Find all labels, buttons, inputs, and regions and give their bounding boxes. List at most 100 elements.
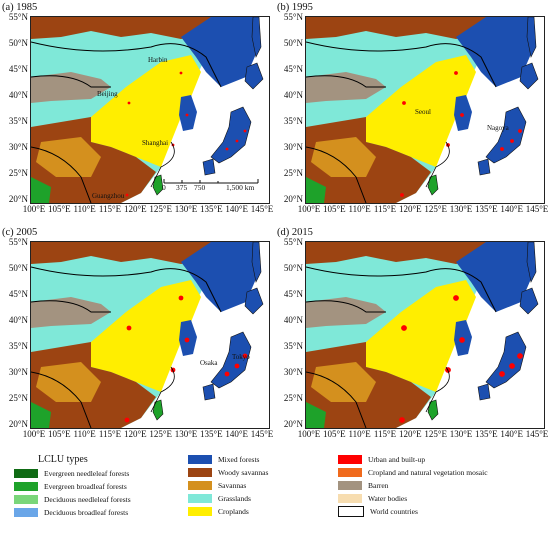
sakhalin — [526, 242, 537, 283]
lon-tick-label: 115°E — [373, 204, 397, 214]
lat-tick-label: 35°N — [8, 116, 28, 126]
legend-item: Grasslands — [188, 493, 251, 504]
city-label-nagoya: Nagoya — [487, 124, 509, 132]
korea-forest — [179, 95, 197, 131]
urban-area — [184, 337, 190, 343]
city-label-shanghai: Shanghai — [142, 139, 169, 147]
lat-tick-label: 40°N — [8, 315, 28, 325]
city-label-beijing: Beijing — [97, 90, 118, 98]
lat-tick-label: 45°N — [8, 64, 28, 74]
legend-label: Water bodies — [368, 494, 408, 503]
lat-tick-label: 35°N — [283, 116, 303, 126]
land-cover-map — [306, 17, 544, 203]
urban-area — [402, 101, 406, 105]
legend-swatch — [14, 482, 38, 491]
lat-tick-label: 40°N — [283, 90, 303, 100]
savanna-south — [36, 137, 101, 177]
country-border — [306, 371, 367, 428]
legend-swatch — [14, 508, 38, 517]
legend-label: Deciduous needleleaf forests — [44, 495, 131, 504]
lon-tick-label: 130°E — [174, 429, 198, 439]
lat-tick-label: 45°N — [8, 289, 28, 299]
lon-tick-label: 110°E — [73, 429, 96, 439]
lon-tick-label: 120°E — [124, 429, 147, 439]
mixed-forest-northeast — [456, 17, 534, 87]
japan-honshu — [210, 106, 252, 164]
japan-kyushu — [202, 383, 216, 401]
urban-area — [500, 147, 504, 151]
lon-tick-label: 120°E — [124, 204, 147, 214]
cropland-band — [91, 55, 201, 167]
lat-tick-label: 55°N — [283, 12, 303, 22]
lon-tick-label: 110°E — [348, 429, 371, 439]
urban-area — [510, 139, 514, 143]
scale-tick: 1,500 km — [226, 183, 255, 192]
legend-swatch — [338, 455, 362, 464]
map-panel-2005: (c) 2005 55°N 50°N 45°N 40°N 35°N 30°N 25°N 20°… — [0, 225, 275, 450]
cropland-band — [91, 280, 201, 392]
sakhalin — [251, 17, 262, 58]
lon-tick-label: 115°E — [98, 204, 122, 214]
legend: LCLU types Evergreen needleleaf forests E… — [0, 450, 550, 538]
lon-tick-label: 115°E — [373, 429, 397, 439]
map-frame — [305, 16, 545, 204]
lon-tick-label: 125°E — [149, 429, 172, 439]
lon-tick-label: 110°E — [73, 204, 96, 214]
urban-area — [225, 147, 229, 151]
country-border — [306, 75, 386, 88]
legend-label: Mixed forests — [218, 455, 260, 464]
legend-label: Barren — [368, 481, 389, 490]
country-border — [31, 300, 111, 313]
lat-tick-label: 50°N — [283, 263, 303, 273]
taiwan — [427, 399, 439, 421]
urban-area — [499, 371, 505, 377]
country-border — [31, 266, 222, 313]
legend-swatch — [188, 507, 212, 516]
legend-label: Savannas — [218, 481, 247, 490]
lat-tick-label: 25°N — [8, 393, 28, 403]
land-cover-map — [306, 242, 544, 428]
legend-swatch — [338, 481, 362, 490]
panel-title: (d) 2015 — [277, 227, 313, 238]
urban-area — [124, 417, 130, 423]
map-frame — [30, 16, 270, 204]
urban-area — [243, 129, 247, 133]
lat-tick-label: 45°N — [283, 289, 303, 299]
country-border — [306, 266, 497, 313]
lon-tick-label: 105°E — [323, 204, 346, 214]
panel-title: (b) 1995 — [277, 2, 313, 13]
lat-tick-label: 55°N — [8, 12, 28, 22]
lon-tick-label: 125°E — [424, 204, 447, 214]
legend-label: World countries — [370, 507, 418, 516]
legend-label: Deciduous broadleaf forests — [44, 508, 129, 517]
korea-forest — [454, 95, 472, 131]
lat-tick-label: 30°N — [283, 142, 303, 152]
urban-area — [224, 371, 230, 377]
cropland-band — [366, 55, 476, 167]
legend-label: Woody savannas — [218, 468, 269, 477]
lat-tick-label: 50°N — [8, 263, 28, 273]
urban-area — [178, 295, 184, 301]
lon-tick-label: 125°E — [149, 204, 172, 214]
country-border — [31, 75, 111, 88]
legend-label: Evergreen needleleaf forests — [44, 469, 130, 478]
legend-swatch — [338, 494, 362, 503]
scale-tick: 0 — [162, 183, 166, 192]
legend-item: Mixed forests — [188, 454, 259, 465]
lon-tick-label: 130°E — [174, 204, 198, 214]
lon-tick-label: 100°E — [297, 429, 321, 439]
woody-savanna-north — [306, 17, 486, 39]
urban-area — [127, 101, 131, 105]
legend-item: Evergreen broadleaf forests — [14, 481, 127, 492]
legend-item: Deciduous broadleaf forests — [14, 507, 128, 518]
lat-tick-label: 25°N — [283, 393, 303, 403]
map-panel-1985: (a) 1985 55°N 50°N 45°N 40°N 35°N 30°N 25°N 20°… — [0, 0, 275, 225]
lon-tick-label: 140°E — [225, 429, 248, 439]
lat-tick-label: 25°N — [283, 168, 303, 178]
legend-item: Urban and built-up — [338, 454, 425, 465]
country-border — [306, 41, 497, 88]
legend-item: Savannas — [188, 480, 246, 491]
legend-swatch — [188, 481, 212, 490]
lon-tick-label: 110°E — [348, 204, 371, 214]
lat-tick-label: 55°N — [283, 237, 303, 247]
